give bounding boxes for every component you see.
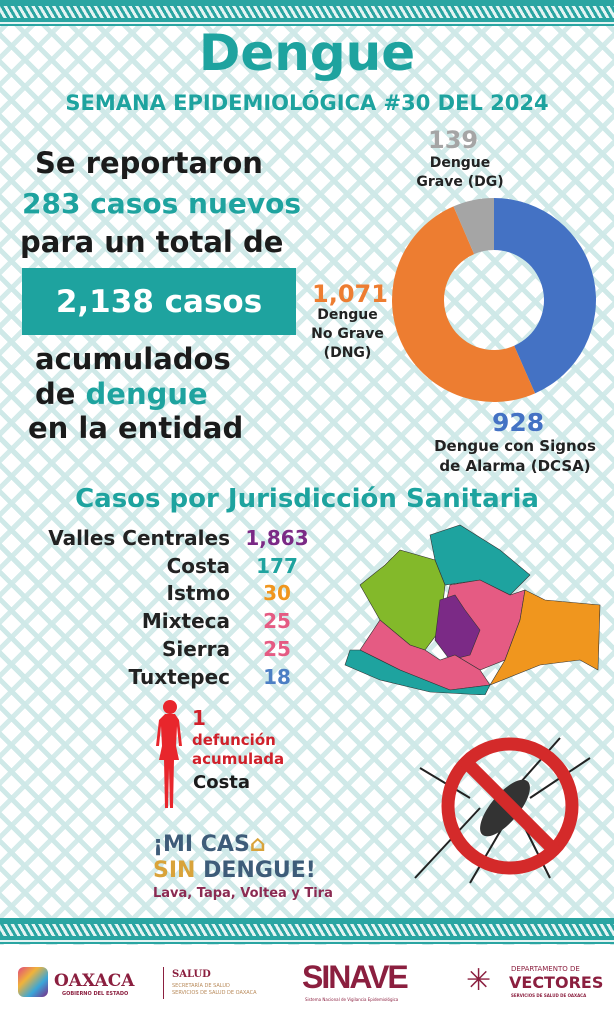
jurisdiction-value: 177 <box>256 553 298 578</box>
dg-value: 139 <box>428 126 479 154</box>
oaxaca-sub: GOBIERNO DEL ESTADO <box>62 991 129 997</box>
jurisdiction-name: Mixteca <box>141 609 230 634</box>
jurisdiction-value: 30 <box>263 581 291 606</box>
salud-logo: SALUD <box>172 969 211 980</box>
jurisdiction-row: Costa 177 <box>0 554 320 582</box>
campaign-line-1: ¡MI CAS⌂ <box>153 832 266 857</box>
donut-slice-2 <box>453 198 494 255</box>
jurisdiction-value: 25 <box>263 636 291 661</box>
vectores-logo: VECTORES <box>509 973 604 992</box>
summary-line-1: Se reportaron <box>35 146 263 180</box>
house-icon: ⌂ <box>249 832 266 857</box>
jurisdiction-row: Sierra 25 <box>0 637 320 665</box>
sinave-logo: SINAVE <box>302 959 409 995</box>
top-border <box>0 0 614 26</box>
vectores-sub: SERVICIOS DE SALUD DE OAXACA <box>511 993 587 998</box>
text-de: de <box>35 377 86 411</box>
jurisdiction-row: Istmo 30 <box>0 581 320 609</box>
summary-line-6: en la entidad <box>28 411 244 445</box>
dcsa-label: Dengue con Signos de Alarma (DCSA) <box>434 437 596 475</box>
dng-value: 1,071 <box>312 280 388 308</box>
jurisdiction-name: Sierra <box>161 636 230 661</box>
sinave-sub: Sistema Nacional de Vigilancia Epidemiol… <box>305 997 399 1002</box>
new-cases: 283 casos nuevos <box>22 187 302 220</box>
jurisdiction-name: Istmo <box>166 581 231 606</box>
bottom-border <box>0 918 614 944</box>
text-dengue: dengue <box>85 377 208 411</box>
salud-sub: SECRETARÍA DE SALUD SERVICIOS DE SALUD DE… <box>172 983 257 996</box>
campaign-line-2: SIN DENGUE! <box>153 858 316 883</box>
summary-line-5: de dengue <box>35 377 208 411</box>
oaxaca-logo: OAXACA <box>54 971 135 991</box>
summary-line-4: acumulados <box>35 342 231 376</box>
dng-label: Dengue No Grave (DNG) <box>311 307 384 361</box>
total-cases-box: 2,138 casos <box>22 268 296 335</box>
donut-slice-0 <box>494 198 597 394</box>
death-label: defunción acumulada <box>192 731 285 768</box>
jurisdiction-value: 25 <box>263 609 291 634</box>
jurisdiction-name: Costa <box>166 553 230 578</box>
woman-figure-icon <box>156 700 182 808</box>
jurisdiction-title: Casos por Jurisdicción Sanitaria <box>75 484 539 514</box>
vectores-dept: DEPARTAMENTO DE <box>511 965 580 973</box>
page-title: Dengue <box>198 24 416 82</box>
footer: OAXACA GOBIERNO DEL ESTADO SALUD SECRETA… <box>0 945 614 1024</box>
jurisdiction-row: Valles Centrales 1,863 <box>0 526 320 554</box>
dcsa-value: 928 <box>492 408 545 437</box>
campaign-tagline: Lava, Tapa, Voltea y Tira <box>153 886 333 901</box>
jurisdiction-value: 1,863 <box>245 526 309 550</box>
jurisdiction-row: Mixteca 25 <box>0 609 320 637</box>
oaxaca-map <box>344 524 601 695</box>
jurisdiction-value: 18 <box>263 664 291 689</box>
dg-label: Dengue Grave (DG) <box>416 155 504 190</box>
no-mosquito-icon <box>414 737 591 884</box>
jurisdiction-name: Tuxtepec <box>128 664 230 689</box>
death-place: Costa <box>193 772 251 793</box>
summary-line-3: para un total de <box>20 225 284 259</box>
mosquito-logo-icon: ✳ <box>466 963 492 998</box>
death-count: 1 <box>192 706 206 730</box>
page-subtitle: SEMANA EPIDEMIOLÓGICA #30 DEL 2024 <box>65 91 549 115</box>
jurisdiction-row: Tuxtepec 18 <box>0 665 320 693</box>
total-cases: 2,138 casos <box>55 283 263 320</box>
oaxaca-logo-icon <box>18 967 48 997</box>
jurisdiction-name: Valles Centrales <box>48 526 230 550</box>
donut-slice-1 <box>392 206 536 402</box>
donut-chart <box>392 198 597 402</box>
